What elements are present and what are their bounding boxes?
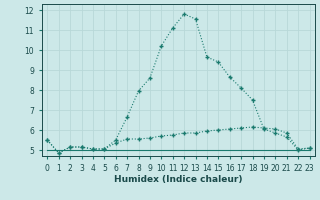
X-axis label: Humidex (Indice chaleur): Humidex (Indice chaleur) bbox=[114, 175, 243, 184]
